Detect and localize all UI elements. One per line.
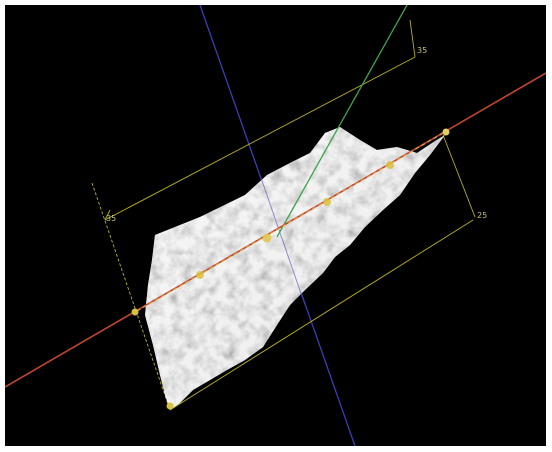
y-axis-front [259,174,306,306]
control-point[interactable] [262,233,272,243]
3d-viewport[interactable]: 35 35 25 [5,5,546,446]
control-point[interactable] [166,402,174,410]
bbox-edge-right-upper [409,19,416,58]
bbox-label-right: 25 [477,211,487,220]
control-point[interactable] [442,128,450,136]
control-point[interactable] [386,161,394,169]
control-points [131,128,450,410]
bbox-edge-right [442,134,476,218]
bbox-edge-left-upper [104,209,111,221]
terrain-surface [145,127,445,410]
z-axis-line [276,5,408,238]
x-axis-line [5,72,546,388]
bbox-edge-bottom [169,219,474,411]
control-point[interactable] [323,198,331,206]
bbox-label-left: 35 [106,214,116,223]
profile-line [136,131,446,312]
control-point[interactable] [196,271,204,279]
bbox-label-top: 35 [417,46,427,55]
scene-canvas[interactable]: 35 35 25 [5,5,546,446]
terrain-texture [145,127,445,410]
control-point[interactable] [131,308,139,316]
bbox-edge-left [91,182,171,411]
